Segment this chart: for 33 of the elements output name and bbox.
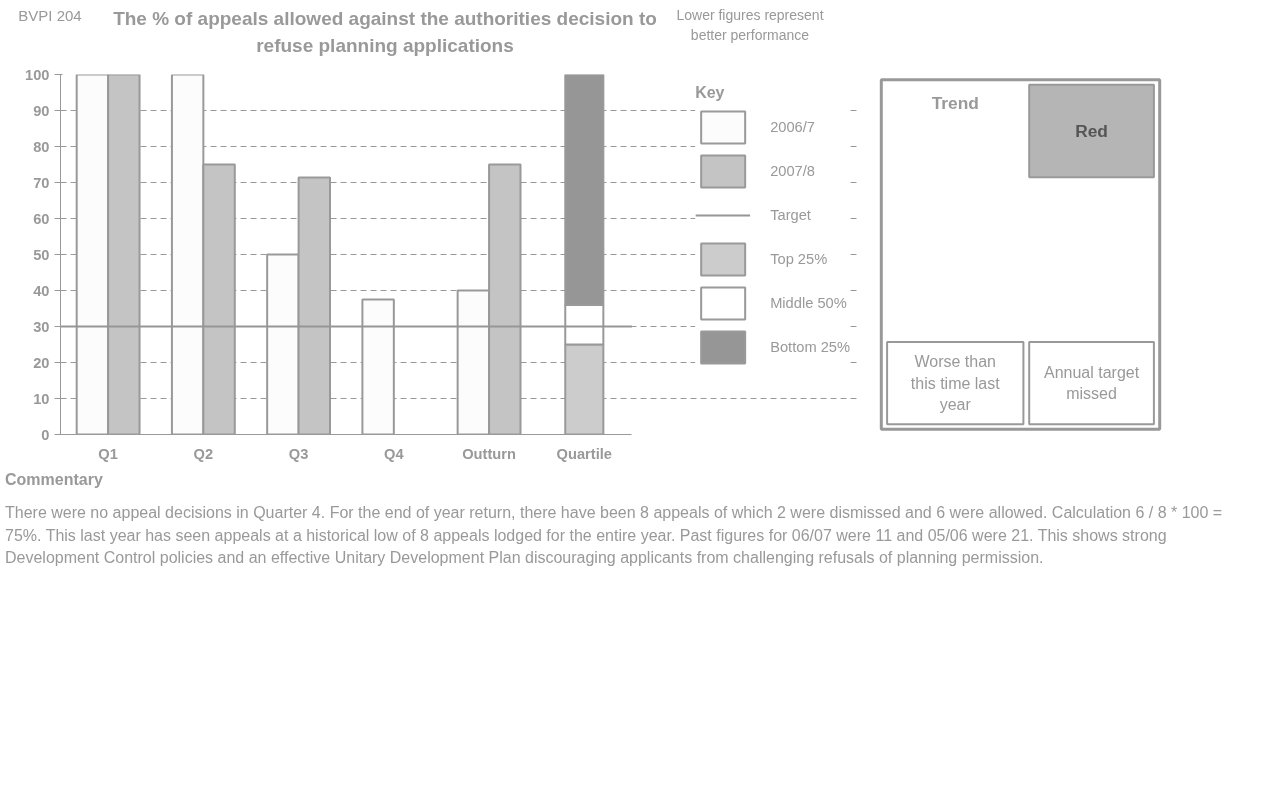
x-tick-label: Quartile — [556, 445, 613, 462]
y-tick-label: 30 — [33, 318, 50, 335]
text: Trend — [931, 93, 979, 114]
legend-title: Key — [695, 84, 726, 103]
y-tick-label: 70 — [33, 174, 50, 191]
text: Annual target missed — [1043, 364, 1140, 403]
y-tick-label: 40 — [33, 282, 50, 299]
text: There were no appeal decisions in Quarter 4. For the end of year return, there have been 8 appeals of which 2 were dismissed and 6 were allowed. Calculation 6 / 8 * 100 = 75%. This last year has seen appeals at a historical low of 8 appeals lodged for the entire year. Past figures for 06/07 were 11 and 05/06 were 21. This shows strong Development Control policies and an effective Unitary Development Plan discouraging applicants from challenging refusals of planning permission. — [5, 503, 1224, 568]
y-tick-label: 50 — [33, 246, 50, 263]
legend-label: Bottom 25% — [770, 339, 850, 356]
text: Worse than this time last year — [910, 353, 1001, 414]
y-tick-label: 0 — [41, 426, 50, 443]
x-tick-label: Q2 — [193, 445, 214, 462]
text: BVPI 204 — [18, 6, 82, 26]
x-tick-label: Q1 — [98, 445, 118, 462]
legend-label: 2007/8 — [770, 163, 815, 180]
text: Lower figures represent better performance — [675, 6, 825, 45]
text: Red — [1075, 121, 1108, 142]
y-tick-label: 10 — [33, 390, 50, 407]
y-tick-label: 20 — [33, 354, 50, 371]
y-tick-label: 90 — [33, 102, 50, 119]
legend-label: Top 25% — [770, 251, 828, 268]
legend-label: Middle 50% — [770, 295, 847, 312]
x-tick-label: Q3 — [288, 445, 309, 462]
y-tick-label: 80 — [33, 138, 50, 155]
legend-label: 2006/7 — [770, 119, 815, 136]
y-tick-label: 60 — [33, 210, 50, 227]
y-tick-label: 100 — [25, 66, 50, 83]
text: Commentary — [5, 470, 103, 491]
chart-title: The % of appeals allowed against the authorities decision to refuse planning applications — [112, 7, 658, 59]
x-tick-label: Q4 — [384, 445, 405, 462]
x-tick-label: Outturn — [462, 445, 516, 462]
legend-label: Target — [770, 207, 811, 224]
